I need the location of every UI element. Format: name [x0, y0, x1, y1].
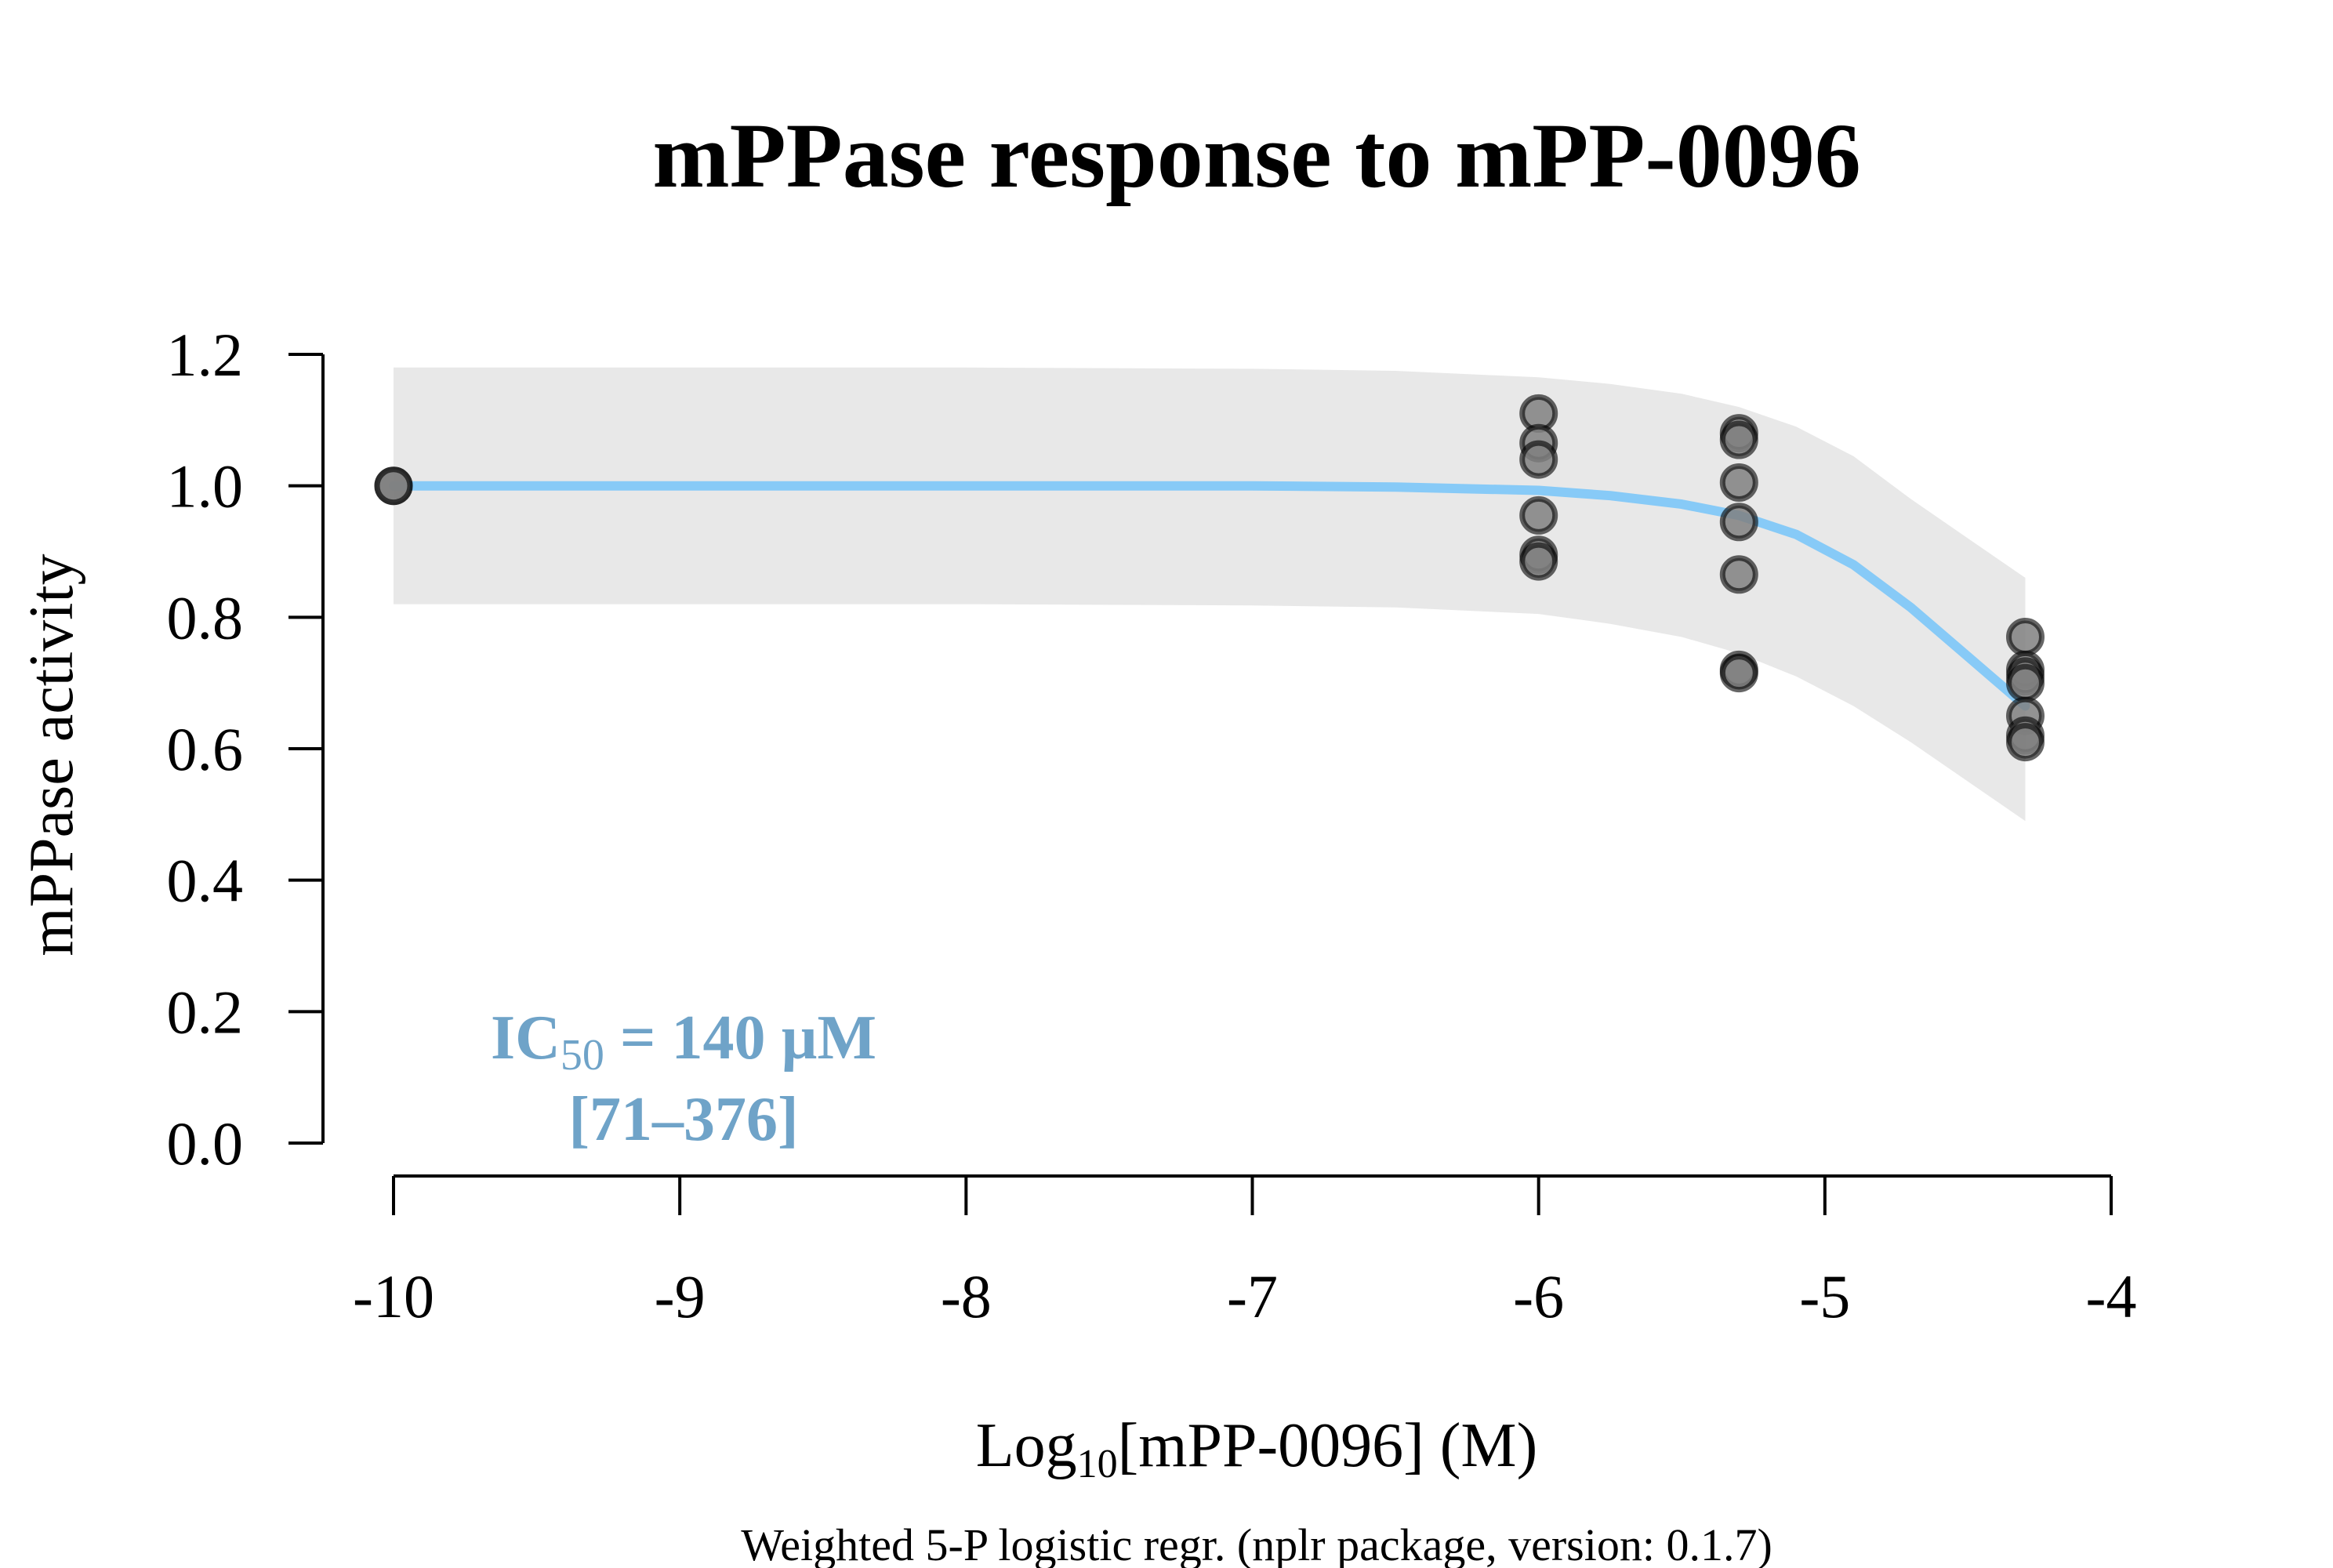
- x-tick-label: -10: [353, 1262, 434, 1330]
- data-point: [2006, 723, 2045, 762]
- x-tick-label: -4: [2086, 1262, 2137, 1330]
- ic50-annotation-subscript: 50: [561, 1031, 604, 1080]
- x-axis-label-suffix: [mPP-0096] (M): [1118, 1411, 1538, 1480]
- confidence-band-layer: [394, 367, 2026, 822]
- data-point: [1519, 440, 1558, 479]
- data-point: [2006, 618, 2045, 656]
- data-point: [1719, 420, 1758, 459]
- x-tick-label: -6: [1513, 1262, 1564, 1330]
- data-points-layer: [374, 394, 2045, 762]
- fit-curve-layer: [389, 481, 2030, 711]
- y-tick-label: 0.2: [167, 978, 244, 1046]
- x-axis: -10 -9 -8 -7 -6 -5 -4: [353, 1174, 2137, 1330]
- y-tick-label: 0.8: [167, 583, 244, 652]
- y-tick-label: 0.0: [167, 1109, 244, 1178]
- data-point: [1719, 654, 1758, 693]
- fit-curve: [389, 481, 2030, 711]
- data-point: [1719, 503, 1758, 542]
- y-tick-label: 1.2: [167, 321, 244, 389]
- x-tick-label: -9: [655, 1262, 706, 1330]
- ic50-annotation-value: = 140 µM: [604, 1004, 876, 1073]
- ic50-annotation: IC50 = 140 µM: [491, 1004, 876, 1080]
- chart-title: mPPase response to mPP-0096: [652, 104, 1860, 207]
- data-point: [1519, 495, 1558, 535]
- x-axis-label-prefix: Log: [976, 1411, 1077, 1480]
- y-tick-label: 0.6: [167, 715, 244, 783]
- data-point: [1519, 542, 1558, 581]
- x-axis-label: Log10[mPP-0096] (M): [976, 1411, 1537, 1486]
- y-tick-label: 0.4: [167, 847, 244, 915]
- x-axis-label-subscript: 10: [1077, 1442, 1118, 1486]
- x-tick-label: -8: [941, 1262, 992, 1330]
- y-tick-label: 1.0: [167, 452, 244, 521]
- data-point: [1719, 555, 1758, 594]
- ic50-annotation-main: IC: [491, 1004, 561, 1073]
- confidence-band: [394, 367, 2026, 822]
- x-tick-label: -5: [1799, 1262, 1850, 1330]
- ic50-confidence-interval: [71–376]: [568, 1085, 798, 1154]
- data-point: [2006, 663, 2045, 702]
- y-axis: 0.0 0.2 0.4 0.6 0.8 1.0 1.2: [167, 321, 325, 1178]
- data-point: [1719, 463, 1758, 502]
- y-axis-label: mPPase activity: [17, 554, 86, 956]
- data-point: [374, 466, 413, 506]
- chart-footnote: Weighted 5-P logistic regr. (nplr packag…: [741, 1519, 1772, 1568]
- x-tick-label: -7: [1227, 1262, 1278, 1330]
